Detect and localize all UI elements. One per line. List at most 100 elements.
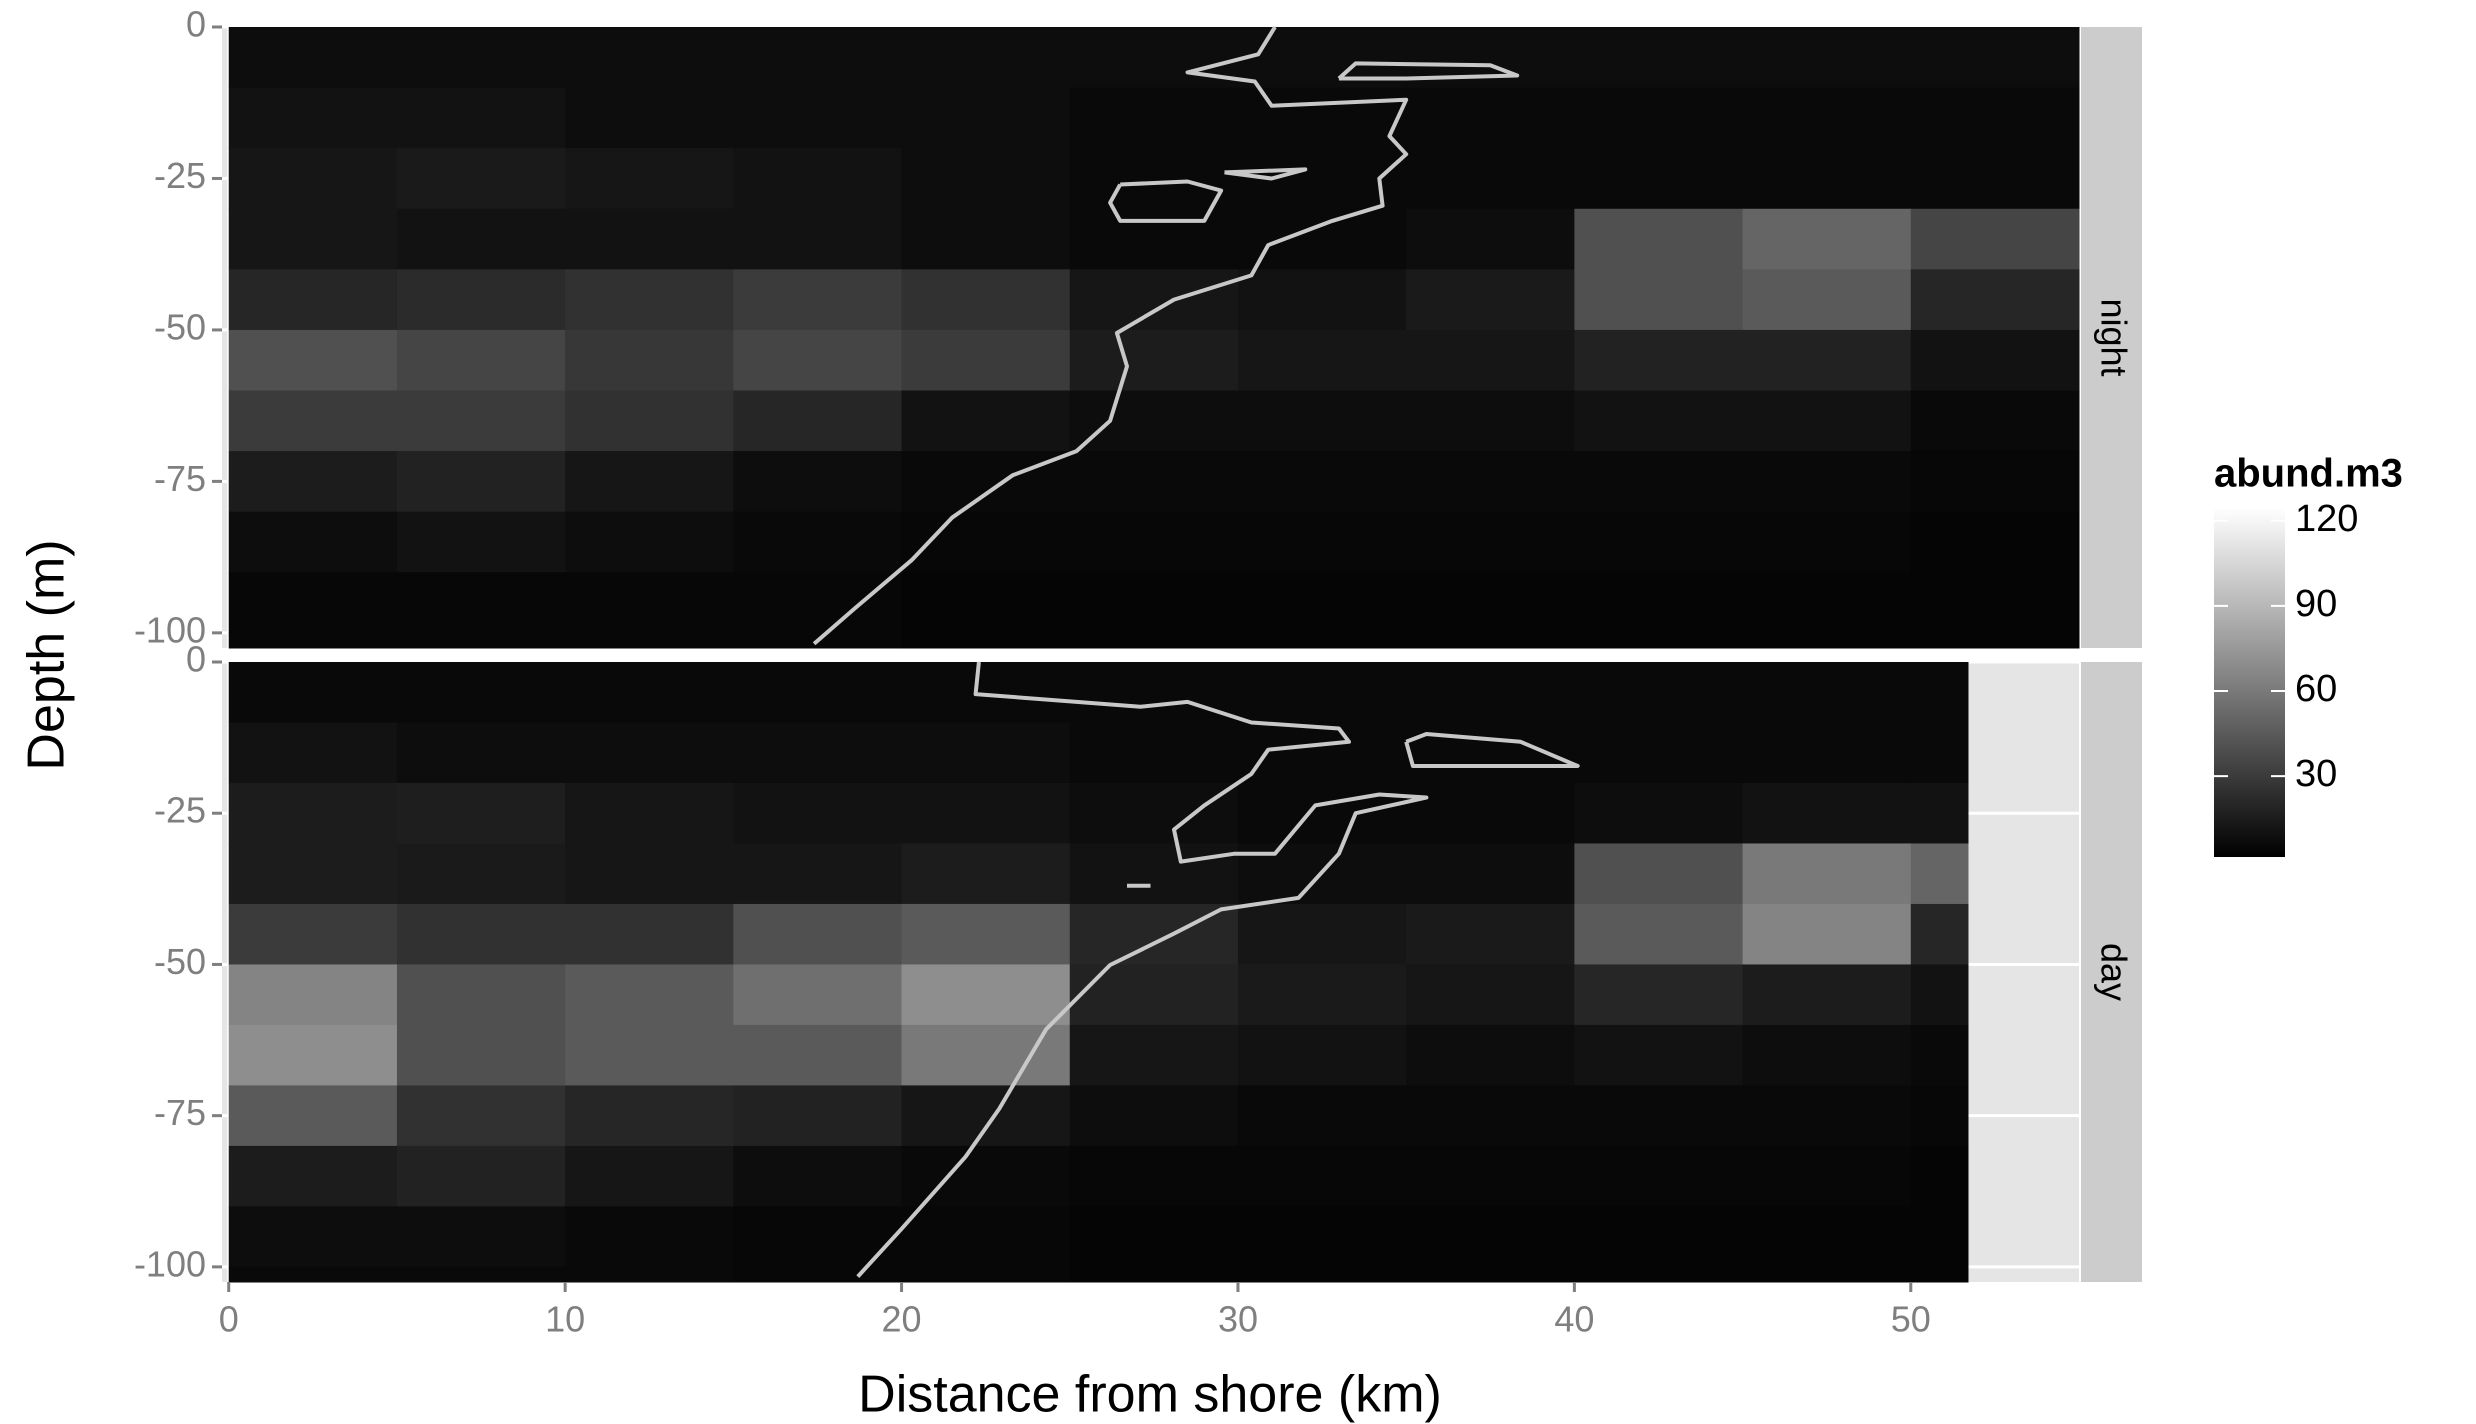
heat-cell [1406,904,1575,965]
heat-cell [1070,330,1239,391]
heat-cell [1911,904,1969,965]
y-tick-label: -75 [154,1092,206,1133]
heat-cell [397,722,566,783]
heat-cell [1238,1206,1407,1267]
heat-cell [1911,1146,1969,1207]
heat-cell [1743,148,1912,209]
heat-cell [397,209,566,270]
heat-cell [1070,1206,1239,1267]
heat-cell [1070,722,1239,783]
heat-cell [1911,269,2080,330]
heat-cell [1911,662,1969,723]
y-tick-label: 0 [186,639,206,680]
heat-cell [565,572,734,633]
heat-cell [1238,722,1407,783]
heat-cell [565,904,734,965]
heat-cell [397,633,566,649]
heat-cell [1743,391,1912,452]
heat-cell [397,451,566,512]
heat-cell [1238,662,1407,723]
heat-cell [1070,1146,1239,1207]
heat-cell [1911,1267,1969,1283]
heat-cell [1574,391,1743,452]
heat-cell [733,269,902,330]
facet-label: day [2093,943,2134,1001]
heat-cell [1238,512,1407,573]
heat-cell [1238,1085,1407,1146]
heat-cell [229,722,398,783]
heat-cell [1070,269,1239,330]
heat-cell [565,1146,734,1207]
heat-cell [1238,904,1407,965]
heat-cell [733,1085,902,1146]
heat-cell [1070,1267,1239,1283]
heat-cell [733,722,902,783]
heat-cell [902,904,1071,965]
heat-cell [902,572,1071,633]
heat-cell [229,391,398,452]
heat-cell [733,1146,902,1207]
heat-cell [1070,1025,1239,1086]
heat-cell [397,27,566,88]
heat-cell [229,27,398,88]
y-tick-label: -50 [154,941,206,982]
heat-cell [1238,1146,1407,1207]
heat-cell [902,391,1071,452]
heat-cell [397,148,566,209]
heat-cell [1911,1025,1969,1086]
heat-cell [565,1085,734,1146]
heat-cell [1574,633,1743,649]
heat-cell [1070,964,1239,1025]
heat-cell [1406,209,1575,270]
heat-cell [1238,391,1407,452]
x-tick-label: 40 [1554,1299,1594,1340]
heat-cell [1070,148,1239,209]
heat-cell [397,512,566,573]
heat-cell [565,451,734,512]
facet-label: night [2093,298,2134,376]
heat-cell [733,843,902,904]
heat-cell [902,662,1071,723]
heat-cell [1070,572,1239,633]
heat-cell [229,1025,398,1086]
heat-cell [1743,1206,1912,1267]
heat-cell [1574,1267,1743,1283]
heat-cell [1743,27,1912,88]
heat-cell [733,209,902,270]
colorbar [2214,508,2285,857]
heat-cell [1911,391,2080,452]
heat-cell [733,964,902,1025]
heat-cell [1574,451,1743,512]
heat-cell [1911,1085,1969,1146]
heat-cell [1406,451,1575,512]
heat-cell [733,451,902,512]
y-tick-label: -25 [154,155,206,196]
heat-cell [229,88,398,149]
heat-cell [1743,512,1912,573]
heat-cell [1070,88,1239,149]
heat-cell [1574,88,1743,149]
heat-cell [1238,209,1407,270]
heat-cell [902,209,1071,270]
heat-cell [1743,662,1912,723]
colorbar-tick-label: 120 [2295,498,2358,540]
heat-cell [902,1206,1071,1267]
heat-cell [1743,451,1912,512]
heat-cell [1743,209,1912,270]
heat-cell [1911,843,1969,904]
heat-cell [1406,633,1575,649]
heat-cell [1574,330,1743,391]
heat-cell [1574,512,1743,573]
heat-cell [902,88,1071,149]
heat-cell [565,633,734,649]
heat-cell [1406,662,1575,723]
heat-cell [1406,391,1575,452]
heat-cell [1743,1267,1912,1283]
heat-cell [1070,1085,1239,1146]
heat-cell [733,512,902,573]
colorbar-tick-label: 60 [2295,668,2337,710]
heat-cell [229,1267,398,1283]
heat-cell [1070,451,1239,512]
legend-title: abund.m3 [2214,452,2403,496]
heat-cell [733,572,902,633]
